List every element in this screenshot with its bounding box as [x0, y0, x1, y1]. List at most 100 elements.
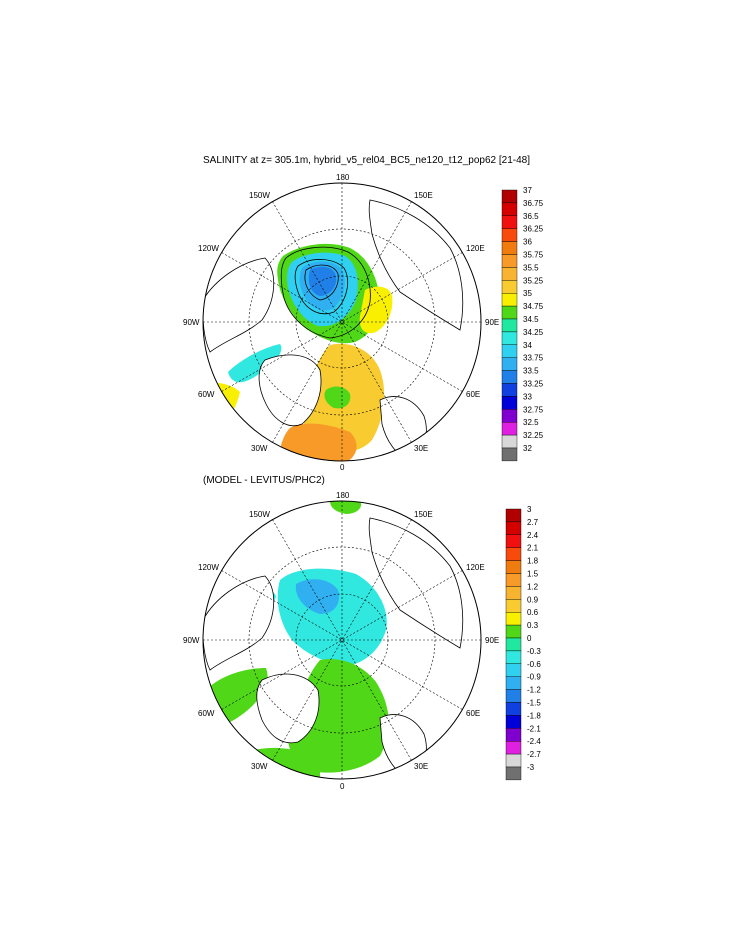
bottom-label-150w: 150W	[249, 510, 270, 519]
colorbar_bottom-label-8: 0.6	[527, 608, 539, 617]
colorbar_bottom-label-13: -0.9	[527, 673, 541, 682]
top-label-30e: 30E	[414, 444, 428, 453]
colorbar_top-label-13: 33.75	[523, 354, 544, 363]
colorbar_bottom-swatch-3	[505, 547, 522, 561]
colorbar_bottom-label-19: -2.7	[527, 750, 541, 759]
bottom-label-90w: 90W	[183, 636, 200, 645]
top-atlantic-green-spot	[324, 386, 351, 409]
colorbar_bottom-label-14: -1.2	[527, 686, 541, 695]
colorbar_top-label-12: 34	[523, 341, 532, 350]
colorbar_bottom-label-1: 2.7	[527, 518, 539, 527]
bottom-label-60w: 60W	[198, 709, 215, 718]
colorbar_top-swatch-7	[501, 280, 518, 294]
colorbar_top-swatch-6	[501, 267, 518, 281]
colorbar_bottom-swatch-1	[505, 521, 522, 536]
colorbar_top-swatch-19	[501, 434, 518, 449]
colorbar_top-swatch-8	[501, 293, 518, 307]
top-eurasian-yellow	[359, 286, 393, 334]
top-label-90w: 90W	[183, 318, 200, 327]
colorbar_top-swatch-14	[501, 370, 518, 384]
top-label-90e: 90E	[485, 318, 499, 327]
colorbar_top-swatch-13	[501, 357, 518, 371]
colorbar_bottom-swatch-16	[505, 715, 522, 729]
colorbar_bottom-swatch-20	[505, 766, 522, 781]
colorbar_bottom-label-0: 3	[527, 505, 532, 514]
colorbar_bottom-swatch-12	[505, 663, 522, 677]
colorbar_top-label-5: 35.75	[523, 251, 544, 260]
colorbar_bottom-label-3: 2.1	[527, 544, 539, 553]
top-label-60e: 60E	[466, 390, 480, 399]
colorbar_top-label-15: 33.25	[523, 380, 544, 389]
colorbar_top-label-20: 32	[523, 444, 532, 453]
colorbar_bottom-swatch-7	[505, 599, 522, 613]
colorbar_top-label-18: 32.5	[523, 418, 539, 427]
bottom-colorbar: 3 2.7 2.4 2.1 1.8 1.5 1.2 0.9 0.6 0.3 0 -0.3 -0.6 -0.…	[505, 505, 541, 781]
top-label-120w: 120W	[198, 244, 219, 253]
bottom-panel-title: (MODEL - LEVITUS/PHC2)	[203, 475, 325, 486]
bottom-label-120e: 120E	[466, 563, 485, 572]
colorbar_top-label-4: 36	[523, 238, 532, 247]
colorbar_bottom-swatch-17	[505, 728, 522, 742]
colorbar_bottom-swatch-15	[505, 702, 522, 716]
colorbar_top-label-1: 36.75	[523, 199, 544, 208]
colorbar_top-label-7: 35.25	[523, 276, 544, 285]
top-graticule	[203, 183, 481, 461]
colorbar_bottom-label-10: 0	[527, 634, 532, 643]
bottom-label-180: 180	[336, 491, 350, 500]
colorbar_top-swatch-16	[501, 396, 518, 410]
colorbar_top-label-0: 37	[523, 186, 532, 195]
colorbar_top-label-3: 36.25	[523, 225, 544, 234]
colorbar_bottom-swatch-6	[505, 586, 522, 600]
colorbar_top-swatch-0	[501, 189, 518, 204]
colorbar_bottom-label-4: 1.8	[527, 557, 539, 566]
colorbar_top-label-8: 35	[523, 289, 532, 298]
colorbar_top-label-2: 36.5	[523, 212, 539, 221]
colorbar_bottom-label-9: 0.3	[527, 621, 539, 630]
colorbar_top-label-19: 32.25	[523, 431, 544, 440]
colorbar_top-label-6: 35.5	[523, 263, 539, 272]
bottom-greenland-land	[256, 673, 320, 744]
colorbar_bottom-swatch-8	[505, 612, 522, 626]
colorbar_bottom-label-5: 1.5	[527, 570, 539, 579]
colorbar_top-swatch-2	[501, 215, 518, 229]
colorbar_bottom-label-15: -1.5	[527, 699, 541, 708]
bottom-north-america-land	[203, 575, 275, 671]
colorbar_top-label-16: 33	[523, 392, 532, 401]
colorbar_bottom-swatch-9	[505, 624, 522, 639]
colorbar_top-label-17: 32.75	[523, 405, 544, 414]
top-label-180: 180	[336, 173, 350, 182]
top-label-30w: 30W	[251, 444, 268, 453]
colorbar_top-label-14: 33.5	[523, 367, 539, 376]
top-colorbar: 37 36.75 36.5 36.25 36 35.75 35.5 35.25 35 34.75 3…	[501, 186, 544, 462]
colorbar_bottom-swatch-10	[505, 637, 522, 652]
colorbar_top-swatch-3	[501, 228, 518, 242]
colorbar_top-swatch-9	[501, 305, 518, 320]
bottom-north-green	[330, 501, 362, 514]
bottom-label-0: 0	[340, 782, 345, 791]
bottom-label-30e: 30E	[414, 762, 428, 771]
colorbar_bottom-label-16: -1.8	[527, 711, 541, 720]
top-deep-core	[308, 266, 337, 296]
colorbar_top-swatch-5	[501, 254, 518, 268]
bottom-label-90e: 90E	[485, 636, 499, 645]
colorbar_bottom-label-6: 1.2	[527, 582, 539, 591]
colorbar_bottom-swatch-19	[505, 753, 522, 768]
top-label-150w: 150W	[249, 191, 270, 200]
top-label-150e: 150E	[414, 191, 433, 200]
colorbar_top-swatch-12	[501, 344, 518, 358]
colorbar_bottom-swatch-0	[505, 508, 522, 523]
colorbar_bottom-label-12: -0.6	[527, 660, 541, 669]
colorbar_top-swatch-15	[501, 383, 518, 397]
colorbar_bottom-label-18: -2.4	[527, 737, 541, 746]
colorbar_top-swatch-11	[501, 331, 518, 345]
colorbar_top-swatch-17	[501, 409, 518, 423]
colorbar_top-swatch-4	[501, 241, 518, 255]
top-label-60w: 60W	[198, 390, 215, 399]
top-labrador-cyan	[228, 344, 282, 383]
colorbar_top-label-9: 34.75	[523, 302, 544, 311]
colorbar_bottom-label-20: -3	[527, 763, 535, 772]
colorbar_bottom-label-17: -2.1	[527, 724, 541, 733]
top-north-america-land	[203, 257, 275, 353]
top-label-0: 0	[340, 463, 345, 472]
colorbar_top-swatch-10	[501, 318, 518, 333]
